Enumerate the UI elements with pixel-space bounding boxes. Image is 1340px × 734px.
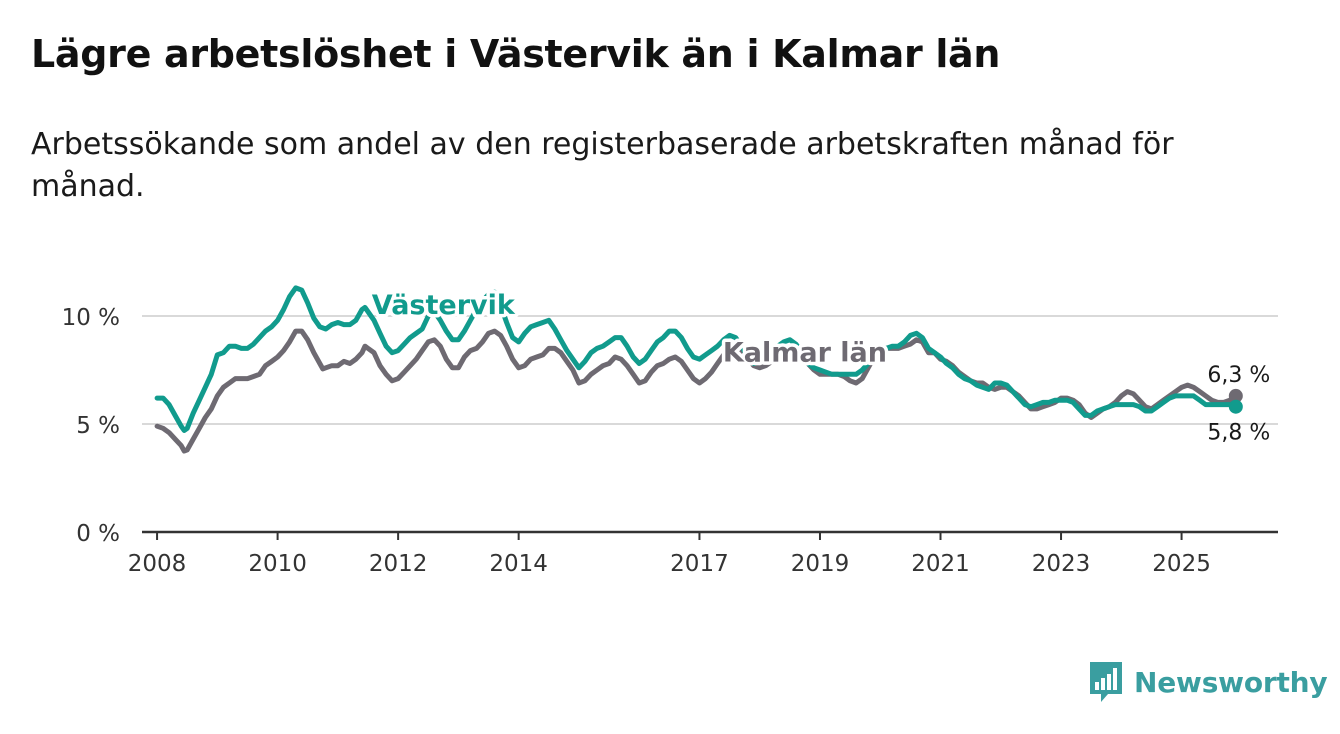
chart-subtitle: Arbetssökande som andel av den registerb…	[31, 127, 1174, 204]
x-tick-label: 2023	[1032, 551, 1091, 577]
series-label-v-stervik: Västervik	[372, 290, 516, 321]
x-tick-label: 2008	[128, 551, 187, 577]
series-line-kalmar-l-n	[154, 328, 1239, 454]
x-tick-label: 2014	[489, 551, 548, 577]
x-tick-label: 2017	[670, 551, 729, 577]
x-tick-label: 2025	[1152, 551, 1211, 577]
chart-title: Lägre arbetslöshet i Västervik än i Kalm…	[31, 32, 1001, 76]
newsworthy-logo-icon	[1090, 662, 1122, 702]
newsworthy-logo[interactable]: Newsworthy	[1088, 659, 1328, 705]
brand-name: Newsworthy	[1134, 665, 1328, 699]
y-tick-label: 0 %	[76, 521, 120, 547]
x-tick-label: 2019	[791, 551, 850, 577]
end-value-label-vastervik: 5,8 %	[1207, 421, 1270, 446]
x-tick-label: 2012	[369, 551, 428, 577]
y-tick-label: 10 %	[62, 305, 120, 331]
series-line-v-stervik	[154, 285, 1239, 433]
end-marker-vastervik	[1228, 399, 1243, 414]
end-value-label-kalmar-lan: 6,3 %	[1207, 363, 1270, 388]
x-tick-label: 2021	[911, 551, 970, 577]
line-chart: 0 % 5 % 10 % 2008 2010 2012 2014 2017 2019 2021 20…	[62, 285, 1278, 577]
series-label-kalmar-l-n: Kalmar län	[723, 337, 887, 368]
end-marker-kalmar-lan	[1228, 388, 1243, 403]
y-tick-label: 5 %	[76, 413, 120, 439]
x-tick-label: 2010	[248, 551, 307, 577]
